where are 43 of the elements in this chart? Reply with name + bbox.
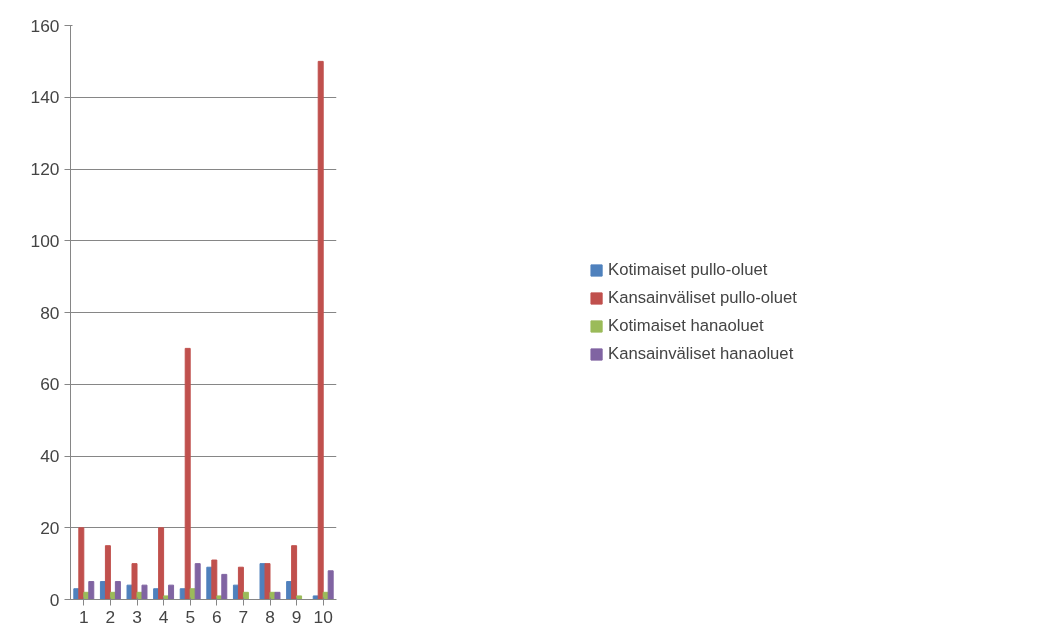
bar [131, 563, 138, 600]
y-tick-label: 160 [30, 15, 60, 36]
legend-label: Kansainväliset hanaoluet [608, 344, 794, 364]
bar [114, 581, 121, 600]
x-tick-label: 10 [313, 606, 333, 627]
bar [104, 545, 111, 600]
bar [141, 584, 148, 600]
x-tick-label: 2 [105, 606, 116, 627]
y-tick-label: 100 [30, 230, 60, 251]
x-tick-label: 9 [291, 606, 302, 627]
x-tick-label: 1 [78, 606, 89, 627]
legend-label: Kotimaiset hanaoluet [608, 316, 764, 336]
x-tick-label: 4 [158, 606, 169, 627]
bar [78, 527, 85, 600]
y-tick-label: 120 [30, 159, 60, 179]
bar [291, 545, 298, 600]
bar [184, 347, 191, 600]
y-tick-label: 80 [40, 302, 60, 323]
legend-label: Kansainväliset pullo-oluet [608, 288, 797, 308]
legend-label: Kotimaiset pullo-oluet [608, 260, 768, 280]
x-tick-label: 8 [265, 606, 275, 627]
bar [158, 527, 165, 600]
bar [194, 563, 201, 600]
y-tick-label: 20 [40, 517, 60, 538]
y-tick-label: 0 [49, 589, 60, 610]
bar [168, 584, 175, 600]
bar [221, 573, 228, 600]
y-tick-label: 140 [30, 87, 60, 108]
bar [317, 60, 324, 600]
bar [264, 563, 271, 600]
bar [296, 595, 303, 600]
y-tick-label: 40 [40, 446, 60, 466]
bar [237, 566, 244, 600]
bar [88, 581, 95, 600]
bar [211, 559, 218, 600]
x-tick-label: 5 [185, 606, 196, 627]
x-tick-label: 7 [238, 606, 249, 627]
bar [242, 591, 249, 600]
bar [327, 570, 334, 600]
x-tick-label: 3 [132, 606, 142, 627]
bar [274, 591, 281, 600]
x-tick-label: 6 [211, 606, 222, 627]
y-tick-label: 60 [40, 374, 60, 395]
